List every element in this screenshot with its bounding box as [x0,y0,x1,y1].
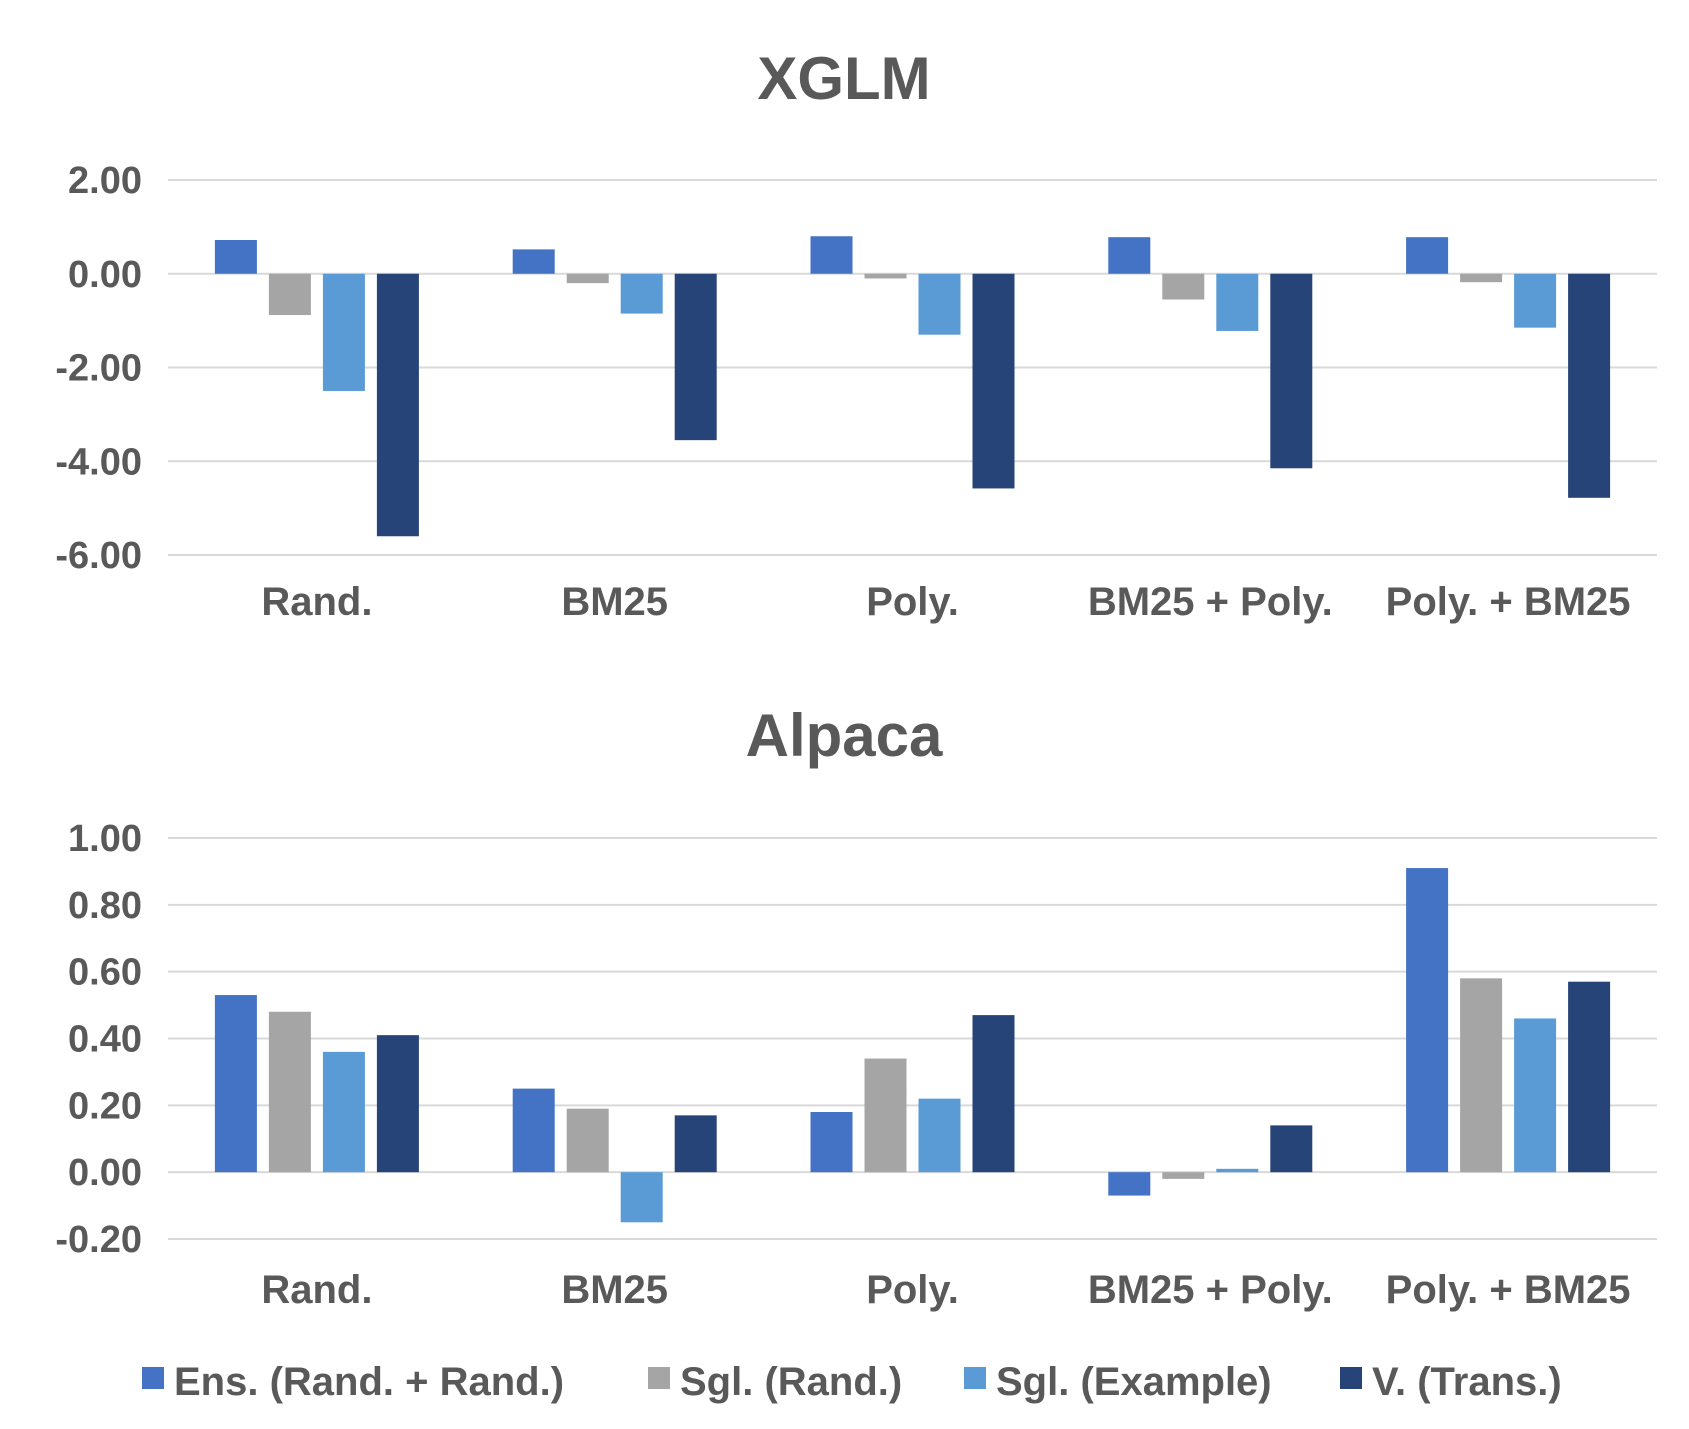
bar-v-trans-poly-bm25 [1568,981,1611,1173]
legend-swatch-ens-rand-rand [142,1367,164,1389]
y-tick-label: -2.00 [55,348,142,390]
bar-sgl-example-rand [322,273,365,391]
bar-v-trans-poly [972,273,1015,489]
legend-swatch-sgl-rand [648,1367,670,1389]
bar-sgl-rand-poly-bm25 [1460,978,1503,1173]
x-category-label: Rand. [261,1268,372,1312]
alpaca-chart: 1.00 0.80 0.60 0.40 0.20 0.00 -0.20 Rand. BM25 Po… [55,818,1657,1312]
x-category-label: Poly. [866,580,959,624]
y-tick-label: 0.80 [68,885,142,927]
bar-sgl-example-bm25 [620,273,663,314]
bar-sgl-example-bm25 [620,1172,663,1223]
bar-sgl-rand-bm25 [566,273,609,284]
y-tick-label: 0.00 [68,254,142,296]
x-category-label: Poly. + BM25 [1386,1268,1631,1312]
bar-sgl-rand-rand [268,273,311,315]
x-category-label: Poly. [866,1268,959,1312]
bar-ens-rand-rand-rand [214,995,257,1173]
bar-v-trans-poly-bm25 [1568,273,1611,498]
bar-v-trans-rand [376,273,419,537]
bar-sgl-rand-poly [864,273,907,279]
bar-sgl-example-poly-bm25 [1514,1018,1557,1173]
bar-sgl-rand-bm25-poly [1162,273,1205,300]
bar-sgl-example-rand [322,1051,365,1173]
bar-ens-rand-rand-bm25-poly [1108,1172,1151,1196]
y-tick-label: 0.00 [68,1152,142,1194]
bar-v-trans-bm25-poly [1270,273,1313,469]
legend-label: Sgl. (Example) [996,1360,1272,1404]
y-tick-label: 0.40 [68,1019,142,1061]
bar-sgl-example-poly [918,273,961,335]
bar-v-trans-rand [376,1035,419,1173]
legend-swatch-v-trans [1340,1367,1362,1389]
x-category-label: BM25 + Poly. [1088,1268,1333,1312]
y-tick-label: -0.20 [55,1219,142,1261]
bar-ens-rand-rand-bm25 [512,249,555,274]
bar-sgl-rand-poly [864,1058,907,1173]
bar-sgl-example-poly [918,1098,961,1173]
bar-v-trans-poly [972,1015,1015,1173]
xglm-chart-title: XGLM [757,45,930,112]
bar-v-trans-bm25 [674,273,717,441]
bar-ens-rand-rand-poly [810,236,853,274]
bar-sgl-example-bm25-poly [1216,273,1259,331]
bar-v-trans-bm25-poly [1270,1125,1313,1173]
legend-label: Sgl. (Rand.) [680,1360,902,1404]
bar-ens-rand-rand-rand [214,240,257,274]
bar-sgl-example-bm25-poly [1216,1168,1259,1173]
legend-label: V. (Trans.) [1372,1360,1562,1404]
bar-v-trans-bm25 [674,1115,717,1173]
y-tick-label: -4.00 [55,441,142,483]
bar-sgl-rand-poly-bm25 [1460,273,1503,283]
x-category-label: Poly. + BM25 [1386,580,1631,624]
y-tick-label: 0.60 [68,952,142,994]
legend: Ens. (Rand. + Rand.) Sgl. (Rand.) Sgl. (Ex… [142,1360,1562,1404]
bar-sgl-rand-bm25 [566,1108,609,1173]
x-category-label: BM25 [561,580,668,624]
x-category-label: BM25 + Poly. [1088,580,1333,624]
x-category-label: BM25 [561,1268,668,1312]
legend-label: Ens. (Rand. + Rand.) [174,1360,564,1404]
bar-sgl-example-poly-bm25 [1514,273,1557,328]
bar-ens-rand-rand-poly-bm25 [1406,237,1449,274]
legend-swatch-sgl-example [964,1367,986,1389]
bar-sgl-rand-rand [268,1011,311,1173]
bar-sgl-rand-bm25-poly [1162,1172,1205,1179]
bar-ens-rand-rand-poly-bm25 [1406,868,1449,1173]
alpaca-chart-title: Alpaca [746,702,943,769]
y-tick-label: 1.00 [68,818,142,860]
bar-ens-rand-rand-bm25-poly [1108,237,1151,274]
xglm-chart: 2.00 0.00 -2.00 -4.00 -6.00 Rand. BM25 Poly. BM2… [55,160,1657,624]
y-tick-label: 0.20 [68,1085,142,1127]
x-category-label: Rand. [261,580,372,624]
bar-ens-rand-rand-poly [810,1112,853,1173]
y-tick-label: -6.00 [55,535,142,577]
bar-ens-rand-rand-bm25 [512,1088,555,1173]
y-tick-label: 2.00 [68,160,142,202]
